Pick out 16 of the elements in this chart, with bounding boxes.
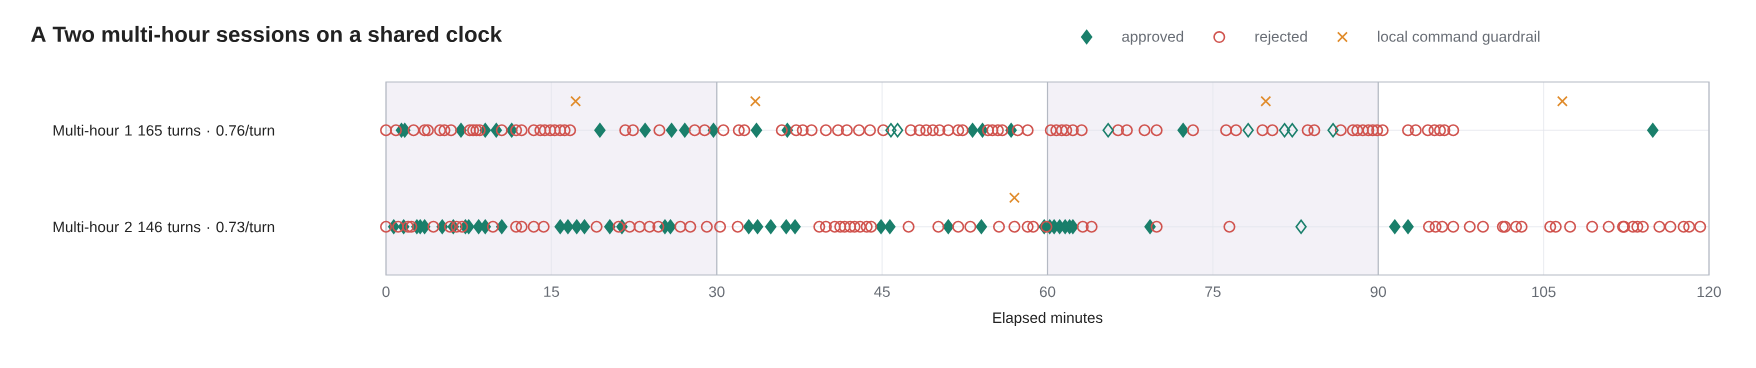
y-tick-label: Multi-hour 2 146 turns · 0.73/turn — [53, 221, 275, 233]
x-tick-label: 120 — [1697, 286, 1721, 298]
chart-title: A Two multi-hour sessions on a shared clock — [31, 25, 503, 43]
x-tick-label: 90 — [1370, 286, 1386, 298]
x-tick-label: 45 — [874, 286, 890, 297]
x-tick-label: 15 — [544, 286, 560, 297]
x-axis-title: Elapsed minutes — [993, 312, 1103, 326]
legend-label: rejected — [1255, 30, 1307, 45]
legend-label: local command guardrail — [1378, 30, 1540, 45]
x-tick-label: 30 — [708, 286, 725, 298]
y-tick-label: Multi-hour 1 165 turns · 0.76/turn — [53, 124, 275, 136]
x-tick-label: 0 — [382, 286, 390, 298]
legend-label: approved — [1122, 30, 1184, 45]
x-tick-label: 105 — [1532, 286, 1556, 298]
x-tick-label: 60 — [1039, 286, 1056, 298]
x-tick-label: 75 — [1205, 286, 1221, 297]
